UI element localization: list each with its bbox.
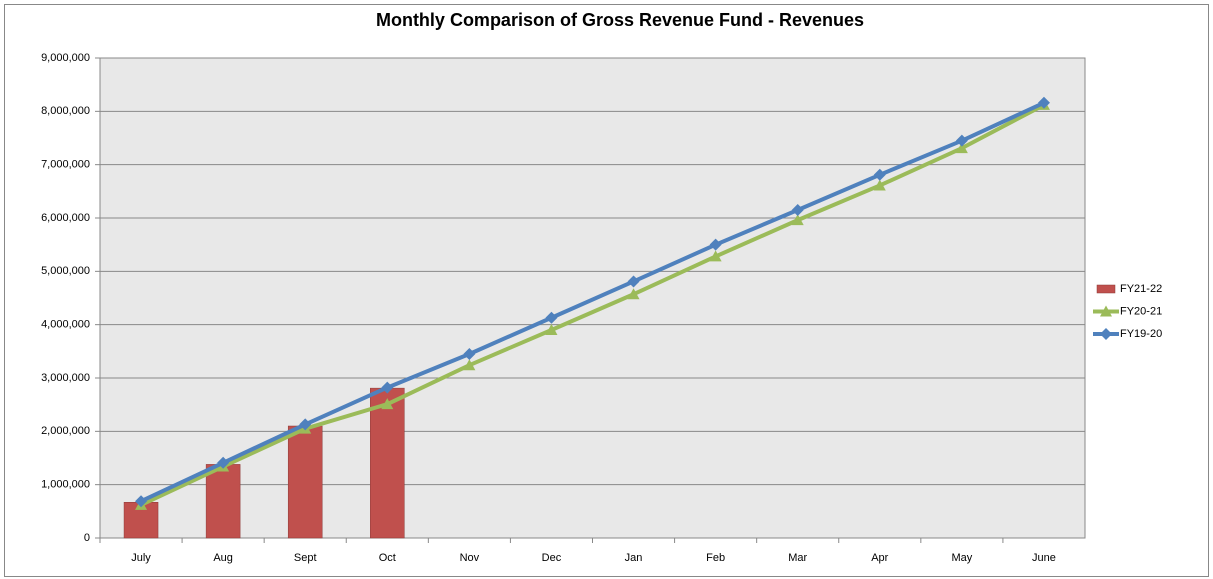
x-tick-label: June: [1032, 552, 1056, 564]
legend-label: FY20-21: [1120, 305, 1162, 317]
line: [140, 103, 1045, 507]
marker: [873, 179, 886, 191]
x-tick-label: July: [131, 552, 151, 564]
marker: [955, 142, 968, 154]
y-tick-label: 4,000,000: [41, 319, 90, 331]
bar: [287, 425, 323, 539]
marker: [463, 348, 476, 360]
marker: [627, 275, 640, 288]
marker: [1100, 305, 1112, 317]
y-tick-label: 3,000,000: [41, 372, 90, 384]
marker: [873, 168, 886, 181]
x-tick-label: Dec: [542, 552, 562, 564]
marker: [709, 238, 722, 251]
bar: [370, 387, 405, 539]
marker: [381, 381, 394, 394]
y-tick-label: 7,000,000: [41, 159, 90, 171]
x-tick-label: May: [951, 552, 972, 564]
legend-label: FY21-22: [1120, 283, 1162, 295]
legend-swatch: [1096, 284, 1116, 294]
marker: [1037, 96, 1050, 109]
x-tick-label: Oct: [379, 552, 396, 564]
marker: [1100, 328, 1112, 340]
marker: [381, 398, 394, 410]
marker: [217, 456, 230, 469]
marker: [135, 495, 148, 508]
marker: [299, 418, 312, 431]
marker: [709, 250, 722, 262]
x-tick-label: Nov: [460, 552, 480, 564]
marker: [545, 324, 558, 335]
x-tick-label: Feb: [706, 552, 725, 564]
marker: [955, 134, 968, 147]
marker: [627, 288, 640, 300]
y-tick-label: 6,000,000: [41, 212, 90, 224]
x-tick-label: Mar: [788, 552, 807, 564]
x-tick-label: Jan: [625, 552, 643, 564]
bar: [205, 464, 241, 539]
x-tick-label: Aug: [213, 552, 233, 564]
marker: [545, 311, 558, 324]
y-tick-label: 5,000,000: [41, 265, 90, 277]
marker: [791, 214, 804, 226]
chart-title: Monthly Comparison of Gross Revenue Fund…: [376, 10, 864, 30]
y-tick-label: 2,000,000: [41, 425, 90, 437]
legend-label: FY19-20: [1120, 328, 1162, 340]
x-tick-label: Sept: [294, 552, 317, 564]
y-tick-label: 0: [84, 532, 90, 544]
marker: [791, 204, 804, 216]
line: [140, 100, 1045, 504]
y-tick-label: 9,000,000: [41, 52, 90, 64]
marker: [463, 359, 476, 371]
x-tick-label: Apr: [871, 552, 888, 564]
y-tick-label: 1,000,000: [41, 479, 90, 491]
y-tick-label: 8,000,000: [41, 105, 90, 117]
